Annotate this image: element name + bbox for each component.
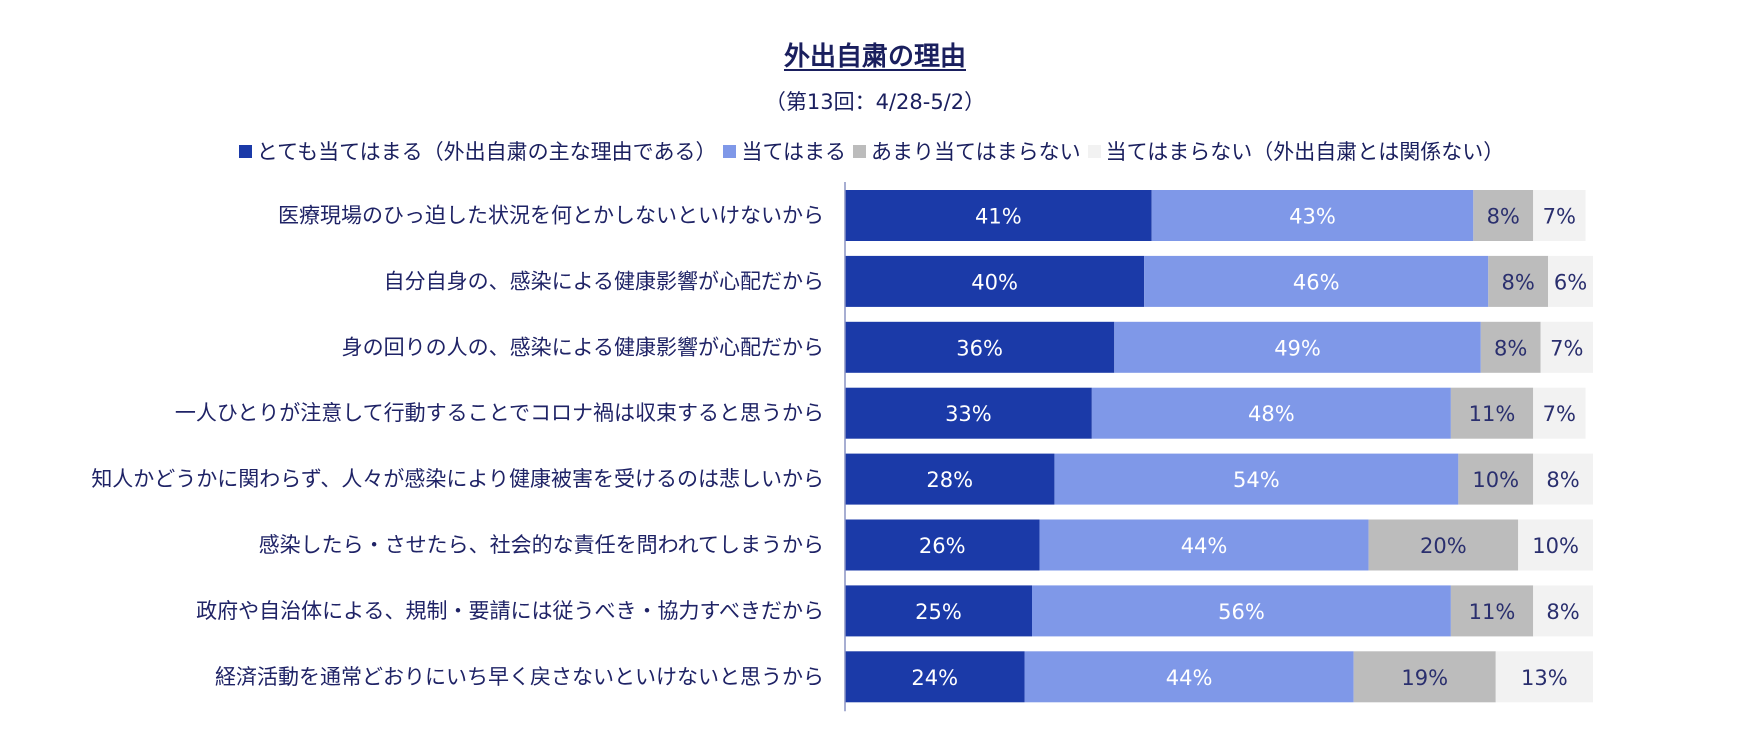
bar-segment-1 — [845, 519, 1040, 571]
bar-segment-1 — [845, 321, 1115, 373]
data-label: 49% — [1274, 336, 1321, 360]
bar-segment-3 — [1458, 453, 1534, 505]
data-label: 10% — [1472, 468, 1519, 492]
bar-segment-2 — [1114, 321, 1481, 373]
data-label: 8% — [1546, 600, 1579, 624]
bar-segment-3 — [1473, 190, 1534, 241]
bar-segment-2 — [1091, 387, 1451, 439]
data-label: 33% — [945, 402, 992, 426]
bar-segment-2 — [1039, 519, 1369, 571]
bar-segment-1 — [845, 190, 1152, 241]
category-label: 一人ひとりが注意して行動することでコロナ禍は収束すると思うから — [175, 401, 824, 425]
bar-segment-3 — [1450, 585, 1534, 637]
data-label: 8% — [1487, 205, 1520, 229]
legend-label: 当てはまる — [741, 140, 847, 164]
data-label: 24% — [911, 666, 958, 690]
data-label: 48% — [1248, 402, 1295, 426]
category-label: 感染したら・させたら、社会的な責任を問われてしまうから — [259, 533, 824, 557]
bar-segment-4 — [1533, 190, 1586, 241]
category-label: 自分自身の、感染による健康影響が心配だから — [384, 269, 824, 293]
data-label: 26% — [919, 534, 966, 558]
data-label: 56% — [1218, 600, 1265, 624]
data-label: 36% — [956, 336, 1003, 360]
legend-item-applicable: 当てはまる — [723, 136, 846, 166]
bar-segment-4 — [1548, 255, 1593, 307]
bar-segment-2 — [1032, 585, 1451, 637]
data-label: 7% — [1550, 336, 1583, 360]
bar-segment-2 — [1024, 651, 1354, 703]
data-label: 19% — [1401, 666, 1448, 690]
data-label: 8% — [1502, 270, 1535, 294]
bar-segment-3 — [1480, 321, 1541, 373]
bar-segment-4 — [1495, 651, 1593, 703]
legend-swatch — [723, 144, 737, 158]
legend-swatch — [238, 144, 252, 158]
category-label: 経済活動を通常どおりにいち早く戻さないといけないと思うから — [215, 665, 824, 689]
bar-segment-2 — [1151, 190, 1474, 241]
data-label: 6% — [1554, 270, 1587, 294]
category-label: 医療現場のひっ迫した状況を何とかしないといけないから — [278, 204, 824, 228]
chart-title: 外出自粛の理由 — [783, 42, 966, 72]
data-label: 7% — [1543, 205, 1576, 229]
bar-segment-4 — [1518, 519, 1593, 571]
bar-segment-1 — [845, 651, 1025, 703]
data-label: 44% — [1181, 534, 1228, 558]
bar-segment-2 — [1144, 255, 1489, 307]
bar-segment-1 — [845, 585, 1032, 637]
legend-label: 当てはまらない（外出自粛とは関係ない） — [1105, 140, 1505, 164]
bar-segment-3 — [1368, 519, 1519, 571]
data-label: 46% — [1293, 270, 1340, 294]
bar-segment-4 — [1533, 387, 1586, 439]
data-label: 8% — [1494, 336, 1527, 360]
data-label: 28% — [926, 468, 973, 492]
legend-item-not-applicable: 当てはまらない（外出自粛とは関係ない） — [1087, 136, 1505, 166]
data-label: 54% — [1233, 468, 1280, 492]
bar-segment-4 — [1533, 453, 1593, 505]
bar-segment-3 — [1488, 255, 1549, 307]
bar-segment-4 — [1540, 321, 1593, 373]
bar-segment-3 — [1353, 651, 1496, 703]
legend-swatch — [1087, 144, 1101, 158]
data-label: 44% — [1166, 666, 1213, 690]
data-label: 41% — [975, 205, 1022, 229]
bar-segment-2 — [1054, 453, 1459, 505]
data-label: 13% — [1521, 666, 1568, 690]
legend-item-not-very-applicable: あまり当てはまらない — [853, 136, 1081, 166]
chart-legend: とても当てはまる（外出自粛の主な理由である） 当てはまる あまり当てはまらない … — [0, 136, 1750, 166]
data-label: 40% — [971, 270, 1018, 294]
category-label: 身の回りの人の、感染による健康影響が心配だから — [342, 335, 824, 359]
legend-label: あまり当てはまらない — [871, 140, 1081, 164]
data-label: 43% — [1289, 205, 1336, 229]
chart-subtitle: （第13回：4/28-5/2） — [764, 90, 986, 114]
bar-segment-3 — [1450, 387, 1534, 439]
data-label: 10% — [1532, 534, 1579, 558]
bar-segment-1 — [845, 255, 1145, 307]
data-label: 11% — [1469, 600, 1516, 624]
data-label: 11% — [1469, 402, 1516, 426]
legend-swatch — [853, 144, 867, 158]
data-label: 8% — [1546, 468, 1579, 492]
bar-segment-1 — [845, 453, 1055, 505]
legend-item-very-applicable: とても当てはまる（外出自粛の主な理由である） — [238, 136, 717, 166]
bar-segment-1 — [845, 387, 1092, 439]
bar-segment-4 — [1533, 585, 1593, 637]
category-label: 政府や自治体による、規制・要請には従うべき・協力すべきだから — [196, 599, 824, 623]
legend-label: とても当てはまる（外出自粛の主な理由である） — [256, 140, 717, 164]
category-label: 知人かどうかに関わらず、人々が感染により健康被害を受けるのは悲しいから — [91, 467, 824, 491]
data-label: 7% — [1543, 402, 1576, 426]
data-label: 25% — [915, 600, 962, 624]
data-label: 20% — [1420, 534, 1467, 558]
